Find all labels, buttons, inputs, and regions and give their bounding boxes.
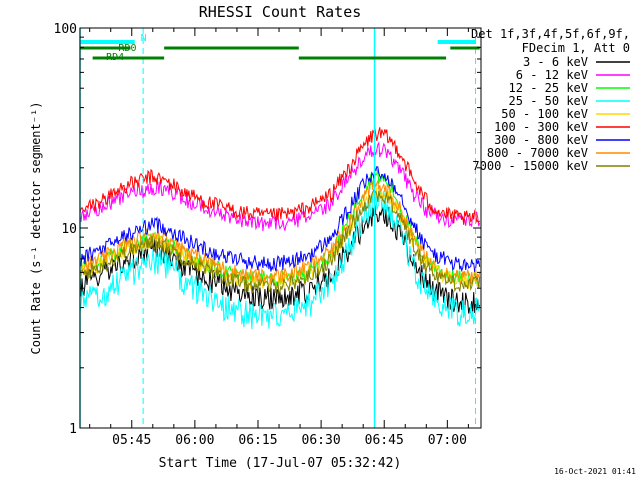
legend-label-6: 300 - 800 keV	[494, 133, 588, 147]
x-tick-label-5: 07:00	[428, 433, 467, 448]
legend-header-line-1: Det 1f,3f,4f,5f,6f,9f,	[471, 27, 630, 41]
y-tick-label-2: 100	[54, 22, 77, 37]
footer-timestamp: 16-Oct-2021 01:41	[554, 467, 636, 476]
x-tick-label-1: 06:00	[175, 433, 214, 448]
series-line-3	[79, 188, 481, 330]
x-tick-label-3: 06:30	[302, 433, 341, 448]
legend-label-5: 100 - 300 keV	[494, 120, 588, 134]
green-lower-bar-label-0: RD4	[106, 52, 124, 63]
x-axis-label: Start Time (17-Jul-07 05:32:42)	[159, 456, 402, 471]
series-layer	[79, 127, 481, 330]
legend-label-0: 3 - 6 keV	[523, 55, 588, 69]
legend-label-2: 12 - 25 keV	[509, 81, 588, 95]
y-axis-label: Count Rate (s⁻¹ detector segment⁻¹)	[29, 102, 43, 355]
series-line-1	[79, 141, 481, 232]
series-line-8	[79, 188, 481, 295]
y-tick-label-0: 1	[69, 422, 77, 437]
series-line-6	[79, 166, 481, 273]
legend-header-line-2: FDecim 1, Att 0	[522, 41, 630, 55]
legend-label-1: 6 - 12 keV	[516, 68, 588, 82]
series-line-5	[79, 127, 481, 225]
x-tick-label-0: 05:45	[112, 433, 151, 448]
legend-label-8: 7000 - 15000 keV	[472, 159, 588, 173]
legend-label-3: 25 - 50 keV	[509, 94, 588, 108]
cyan-bar-label-0: N	[141, 33, 147, 44]
y-tick-label-1: 10	[61, 222, 77, 237]
x-axis: 05:45 06:00 06:15 06:30 06:45 07:00	[89, 28, 469, 448]
y-axis: 1 10 100	[54, 22, 481, 437]
legend-label-4: 50 - 100 keV	[501, 107, 588, 121]
x-tick-label-4: 06:45	[365, 433, 404, 448]
chart-title: RHESSI Count Rates	[199, 3, 362, 21]
green-upper-bar-label-0: RD0	[118, 43, 136, 54]
legend-label-7: 800 - 7000 keV	[487, 146, 588, 160]
legend: Det 1f,3f,4f,5f,6f,9f, FDecim 1, Att 0 3…	[471, 27, 630, 173]
x-tick-label-2: 06:15	[238, 433, 277, 448]
